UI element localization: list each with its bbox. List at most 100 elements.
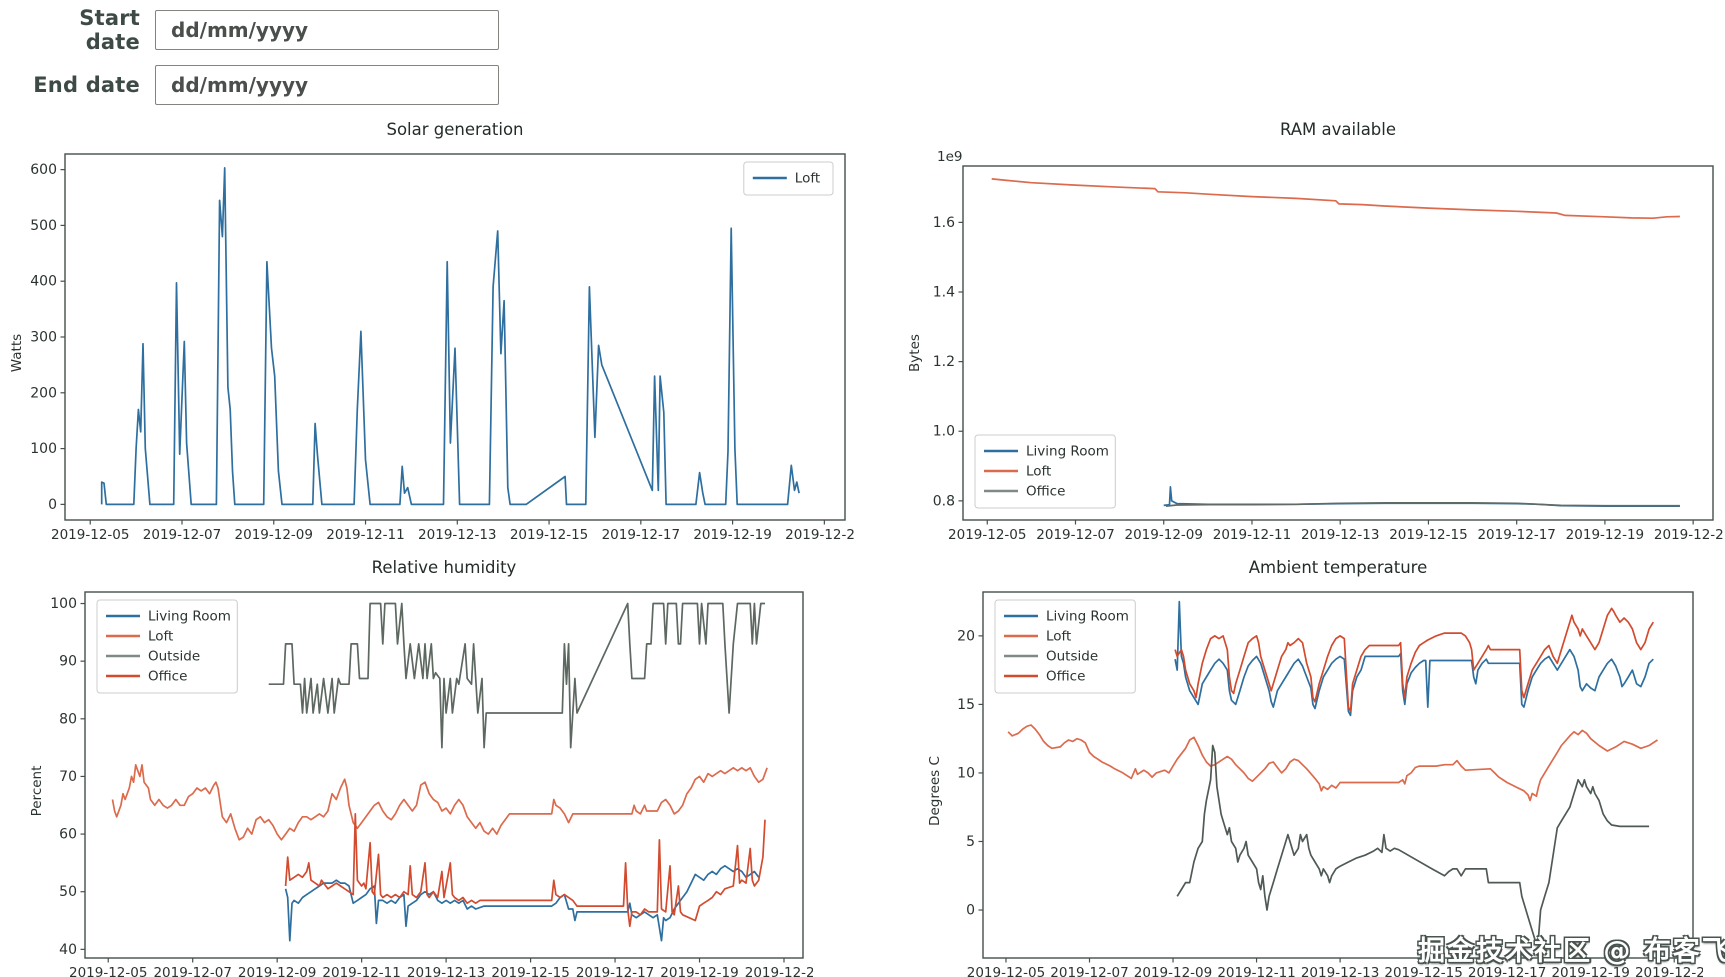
x-tick-label: 2019-12-17: [1468, 965, 1546, 977]
x-tick-label: 2019-12-05: [69, 965, 147, 977]
date-range-form: Start date End date: [30, 6, 499, 116]
y-tick-label: 60: [59, 827, 77, 843]
x-tick-label: 2019-12-09: [1134, 965, 1212, 977]
y-tick-label: 10: [957, 765, 975, 781]
y-tick-label: 0.8: [933, 493, 955, 509]
plot-frame: [84, 591, 804, 959]
series-outside: [268, 602, 765, 749]
legend-label: Loft: [148, 629, 173, 645]
start-date-label: Start date: [79, 6, 140, 54]
legend-label: Office: [148, 669, 187, 685]
legend-label: Office: [1026, 484, 1065, 500]
y-tick-label: 300: [30, 330, 57, 346]
x-tick-label: 2019-12-21: [785, 527, 855, 543]
plot-frame: [962, 165, 1714, 521]
series-outside: [1176, 744, 1650, 946]
x-tick-label: 2019-12-11: [322, 965, 400, 977]
legend-label: Living Room: [148, 609, 231, 625]
y-tick-label: 80: [59, 711, 77, 727]
y-axis-label: Bytes: [907, 334, 923, 373]
x-tick-label: 2019-12-21: [1654, 527, 1723, 543]
series-loft: [1007, 724, 1658, 802]
plot-frame: [982, 591, 1694, 959]
series-office: [284, 813, 766, 928]
y-tick-label: 20: [957, 628, 975, 644]
y-axis-label: Percent: [29, 766, 45, 817]
x-tick-label: 2019-12-05: [948, 527, 1026, 543]
end-date-row: End date: [30, 65, 499, 105]
chart-title: Ambient temperature: [1248, 558, 1428, 577]
y-tick-label: 100: [50, 596, 77, 612]
x-tick-label: 2019-12-09: [238, 965, 316, 977]
legend-label: Outside: [148, 649, 200, 665]
legend: Living Room Loft Outside Office: [994, 599, 1136, 694]
y-tick-label: 50: [59, 884, 77, 900]
x-tick-label: 2019-12-09: [1125, 527, 1203, 543]
legend-label: Outside: [1046, 649, 1098, 665]
x-tick-label: 2019-12-19: [693, 527, 771, 543]
chart-relative-humidity: Relative humidity Percent 40 50 60 70 80 90 10…: [23, 556, 813, 977]
axis-offset-text: 1e9: [937, 149, 962, 165]
x-tick-label: 2019-12-19: [1551, 965, 1629, 977]
series-loft: [991, 178, 1680, 220]
y-tick-label: 200: [30, 385, 57, 401]
x-tick-label: 2019-12-17: [1477, 527, 1555, 543]
x-tick-label: 2019-12-09: [235, 527, 313, 543]
series-living-room: [1174, 600, 1654, 717]
legend-label: Living Room: [1046, 609, 1129, 625]
x-tick-label: 2019-12-19: [1566, 527, 1644, 543]
legend-label: Loft: [1046, 629, 1071, 645]
x-tick-label: 2019-12-05: [51, 527, 129, 543]
ram-available-plot: 0.8 1.0 1.2 1.4 1.6 2019-12-05 2019-12-07 2019-…: [933, 149, 1723, 543]
y-tick-label: 5: [966, 834, 975, 850]
y-tick-label: 1.0: [933, 424, 955, 440]
y-tick-label: 500: [30, 218, 57, 234]
x-tick-label: 2019-12-15: [1389, 527, 1467, 543]
chart-ram-available: RAM available Bytes 0.8 1.0 1.2 1.4 1.6 2019-…: [901, 118, 1723, 554]
x-tick-label: 2019-12-13: [418, 527, 496, 543]
x-tick-label: 2019-12-07: [143, 527, 221, 543]
x-tick-label: 2019-12-07: [153, 965, 231, 977]
x-tick-label: 2019-12-15: [1384, 965, 1462, 977]
x-tick-label: 2019-12-17: [602, 527, 680, 543]
relative-humidity-plot: 40 50 60 70 80 90 100 2019-12-05 2019-12-07 2019-…: [50, 591, 813, 977]
chart-title: Relative humidity: [371, 558, 517, 577]
x-tick-label: 2019-12-11: [1217, 965, 1295, 977]
x-tick-label: 2019-12-17: [576, 965, 654, 977]
x-tick-label: 2019-12-11: [326, 527, 404, 543]
legend: Loft: [743, 161, 834, 196]
ambient-temperature-plot: 0 5 10 15 20 2019-12-05 2019-12-07 2019-12-09 20…: [957, 591, 1703, 977]
solar-generation-plot: 0 100 200 300 400 500 600 2019-12-05 2019-12-07 2…: [30, 153, 855, 543]
legend: Living Room Loft Office: [974, 434, 1116, 509]
x-tick-label: 2019-12-07: [1036, 527, 1114, 543]
series-loft: [100, 167, 800, 506]
y-tick-label: 15: [957, 697, 975, 713]
legend-label: Loft: [795, 171, 820, 187]
x-tick-label: 2019-12-21: [745, 965, 813, 977]
legend-label: Office: [1046, 669, 1085, 685]
x-tick-label: 2019-12-21: [1635, 965, 1703, 977]
x-tick-label: 2019-12-07: [1050, 965, 1128, 977]
y-tick-label: 1.2: [933, 354, 955, 370]
legend: Living Room Loft Outside Office: [96, 599, 238, 694]
y-tick-label: 400: [30, 274, 57, 290]
end-date-input[interactable]: [155, 65, 499, 105]
watermark-text: 掘金技术社区 @ 布客飞龙: [1418, 936, 1725, 967]
x-tick-label: 2019-12-13: [407, 965, 485, 977]
start-date-input[interactable]: [155, 10, 499, 50]
series-loft: [111, 764, 768, 841]
legend-box: [743, 161, 834, 196]
y-tick-label: 1.4: [933, 285, 955, 301]
y-tick-label: 1.6: [933, 215, 955, 231]
x-tick-label: 2019-12-15: [510, 527, 588, 543]
chart-title: Solar generation: [386, 120, 524, 139]
y-tick-label: 90: [59, 654, 77, 670]
chart-solar-generation: Solar generation Watts 0 100 200 300 400 500 6…: [3, 118, 855, 554]
series-living-room: [284, 864, 760, 942]
y-tick-label: 70: [59, 769, 77, 785]
end-date-label: End date: [33, 73, 140, 97]
x-tick-label: 2019-12-05: [967, 965, 1045, 977]
x-tick-label: 2019-12-15: [491, 965, 569, 977]
y-axis-label: Degrees C: [927, 756, 943, 827]
